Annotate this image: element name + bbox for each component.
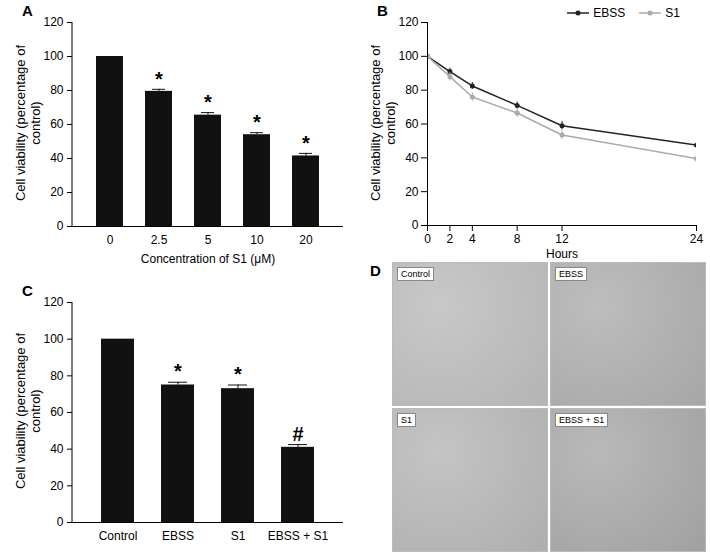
svg-text:100: 100 [43, 49, 63, 63]
svg-text:80: 80 [50, 369, 64, 383]
svg-text:8: 8 [514, 232, 521, 246]
svg-text:40: 40 [405, 151, 419, 165]
svg-text:0: 0 [107, 233, 114, 247]
svg-text:120: 120 [43, 295, 63, 309]
svg-text:100: 100 [43, 332, 63, 346]
html-text:B: B [377, 2, 388, 19]
svg-text:0: 0 [412, 218, 419, 232]
svg-text:20: 20 [299, 233, 313, 247]
svg-text:2: 2 [447, 232, 454, 246]
svg-text:100: 100 [398, 49, 418, 63]
html-text:Cell viability (percentage of: Cell viability (percentage of control) [13, 45, 43, 201]
svg-text:80: 80 [405, 83, 419, 97]
svg-text:S1: S1 [231, 529, 246, 543]
svg-text:*: * [234, 363, 242, 385]
svg-text:60: 60 [405, 117, 419, 131]
svg-text:20: 20 [50, 185, 64, 199]
svg-text:*: * [302, 132, 310, 154]
svg-text:20: 20 [50, 479, 64, 493]
svg-text:*: * [155, 68, 163, 90]
svg-text:Control: Control [99, 529, 138, 543]
svg-text:0: 0 [57, 219, 64, 233]
svg-text:*: * [253, 111, 261, 133]
html-text:Cell viability (percentage of: Cell viability (percentage of control) [13, 333, 43, 489]
svg-text:EBSS + S1: EBSS + S1 [268, 529, 329, 543]
svg-text:Hours: Hours [546, 247, 578, 261]
svg-text:*: * [204, 91, 212, 113]
html-text:C: C [22, 282, 33, 299]
html-text:EBSS: EBSS [593, 6, 626, 20]
html-text:S1: S1 [665, 6, 680, 20]
svg-text:60: 60 [50, 117, 64, 131]
svg-text:20: 20 [405, 185, 419, 199]
svg-text:40: 40 [50, 151, 64, 165]
svg-text:60: 60 [50, 405, 64, 419]
svg-text:120: 120 [43, 15, 63, 29]
svg-text:5: 5 [205, 233, 212, 247]
html-text:Cell viability (percentage of: Cell viability (percentage of control) [368, 44, 398, 201]
html-text:S1: S1 [401, 415, 412, 425]
html-text:Control: Control [401, 269, 430, 279]
svg-text:0: 0 [424, 232, 431, 246]
svg-text:40: 40 [50, 442, 64, 456]
svg-text:4: 4 [469, 232, 476, 246]
svg-text:80: 80 [50, 83, 64, 97]
svg-text:120: 120 [398, 15, 418, 29]
svg-text:#: # [292, 423, 303, 445]
html-text:EBSS + S1: EBSS + S1 [559, 415, 605, 425]
svg-text:24: 24 [690, 232, 704, 246]
svg-text:12: 12 [555, 232, 569, 246]
html-text:EBSS: EBSS [559, 269, 583, 279]
svg-text:2.5: 2.5 [151, 233, 168, 247]
html-text:A: A [22, 2, 33, 19]
svg-text:EBSS: EBSS [162, 529, 194, 543]
svg-text:*: * [174, 360, 182, 382]
svg-text:Concentration of S1 (μM): Concentration of S1 (μM) [141, 252, 275, 266]
svg-text:10: 10 [250, 233, 264, 247]
html-text:D: D [370, 262, 381, 279]
svg-text:0: 0 [57, 515, 64, 529]
